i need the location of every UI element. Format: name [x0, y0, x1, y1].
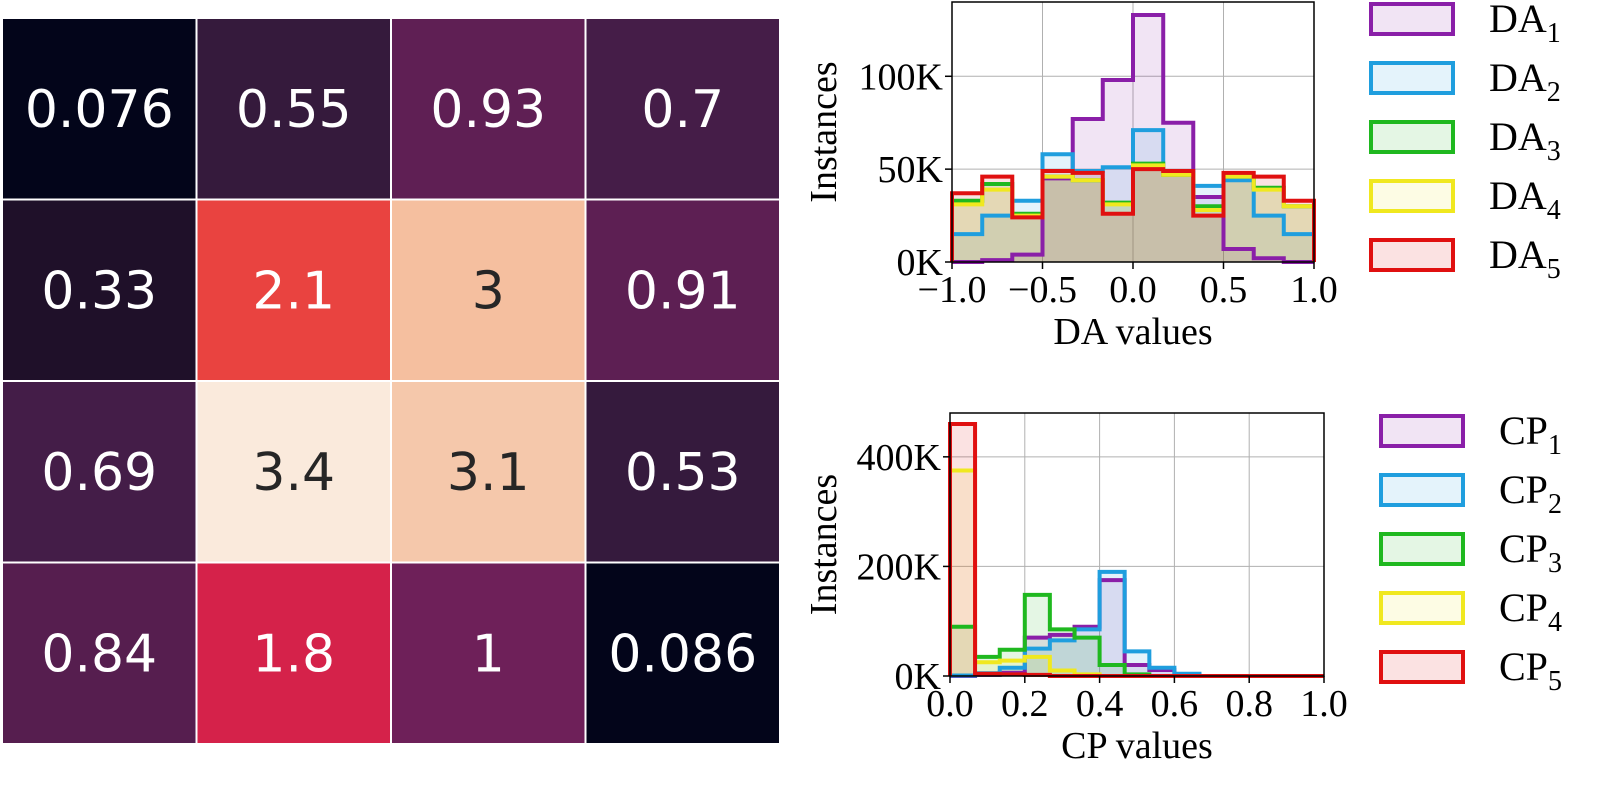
- legend-label: DA1: [1489, 0, 1561, 49]
- histogram-step-da5: [950, 167, 1316, 262]
- y-tick-label: 100K: [859, 56, 944, 98]
- heatmap-cell-label: 1: [472, 624, 505, 684]
- histogram-fill-cp4: [950, 470, 1324, 676]
- histogram-fill-cp1: [950, 580, 1324, 676]
- legend-swatch: [1369, 2, 1455, 36]
- histogram-step-cp4: [948, 468, 1324, 678]
- heatmap-cell-label: 0.91: [625, 261, 741, 321]
- histogram-step-cp5: [948, 421, 1324, 678]
- legend-label: CP1: [1499, 408, 1562, 461]
- x-tick-label: 0.2: [1001, 683, 1049, 725]
- heatmap-cell: [1, 198, 198, 382]
- heatmap-cell: [584, 380, 781, 564]
- cp-xlabel: CP values: [1061, 725, 1213, 767]
- heatmap-cell: [1, 17, 198, 201]
- da-bars: [950, 13, 1316, 264]
- y-tick-label: 200K: [857, 546, 942, 588]
- da-ticks: −1.0 −0.5 0.0 0.5 1.0 0K 50K 100K: [859, 56, 1338, 311]
- heatmap-cell: [195, 198, 392, 382]
- heatmap-cell-label: 0.53: [625, 443, 741, 503]
- x-tick-label: 0.6: [1151, 683, 1199, 725]
- y-tick-label: 0K: [895, 656, 942, 698]
- legend-label: CP2: [1499, 467, 1562, 520]
- cp-axes-frame: [949, 412, 1325, 677]
- heatmap-cell-label: 0.69: [41, 443, 157, 503]
- x-tick-label: 1.0: [1290, 269, 1338, 311]
- histogram-fill-cp5: [950, 423, 1324, 676]
- legend-swatch: [1379, 473, 1465, 507]
- legend-swatch: [1379, 414, 1465, 448]
- x-tick-label: 0.0: [1109, 269, 1157, 311]
- legend-swatch: [1369, 179, 1455, 213]
- heatmap-cell-label: 1.8: [252, 624, 335, 684]
- legend-swatch: [1379, 532, 1465, 566]
- x-tick-label: 0.4: [1076, 683, 1124, 725]
- x-tick-label: 1.0: [1300, 683, 1348, 725]
- heatmap-cell: [195, 380, 392, 564]
- heatmap-cell-label: 2.1: [252, 261, 335, 321]
- heatmap-cell-label: 3: [472, 261, 505, 321]
- heatmap-cell-label: 0.84: [41, 624, 157, 684]
- heatmap-cell: [584, 561, 781, 745]
- cp-histogram: 0.0 0.2 0.4 0.6 0.8 1.0 0K 200K 400K CP values I…: [803, 408, 1562, 767]
- heatmap: 0.076 0.55 0.93 0.7 0.33 2.1 3 0.91 0.69 3.4 3.1 0.…: [1, 17, 781, 745]
- legend-swatch: [1369, 120, 1455, 154]
- x-tick-label: −1.0: [918, 269, 987, 311]
- legend-swatch: [1369, 238, 1455, 272]
- da-legend: DA1 DA2 DA3 DA4 DA5: [1369, 0, 1561, 285]
- heatmap-cell: [390, 561, 587, 745]
- x-tick-label: 0.5: [1200, 269, 1248, 311]
- heatmap-cell-label: 0.086: [608, 624, 757, 684]
- cp-ylabel: Instances: [803, 474, 845, 615]
- heatmap-cell-label: 0.33: [41, 261, 157, 321]
- y-tick-label: 0K: [897, 242, 944, 284]
- cp-ticks: 0.0 0.2 0.4 0.6 0.8 1.0 0K 200K 400K: [857, 437, 1348, 725]
- legend-label: DA3: [1489, 114, 1561, 167]
- cp-bars: [948, 421, 1324, 678]
- heatmap-cell: [195, 561, 392, 745]
- heatmap-cell: [584, 17, 781, 201]
- heatmap-cell: [584, 198, 781, 382]
- y-tick-label: 400K: [857, 437, 942, 479]
- heatmap-cell: [1, 561, 198, 745]
- y-tick-label: 50K: [878, 149, 944, 191]
- legend-swatch: [1379, 650, 1465, 684]
- legend-label: DA4: [1489, 173, 1561, 226]
- heatmap-cell-label: 0.55: [236, 80, 352, 140]
- da-ylabel: Instances: [803, 61, 845, 202]
- heatmap-cell: [390, 17, 587, 201]
- legend-label: CP5: [1499, 644, 1562, 697]
- legend-swatch: [1379, 591, 1465, 625]
- legend-swatch: [1369, 61, 1455, 95]
- da-histogram: −1.0 −0.5 0.0 0.5 1.0 0K 50K 100K DA values Ins…: [803, 0, 1561, 353]
- heatmap-cell-label: 0.076: [25, 80, 174, 140]
- histogram-step-da1: [952, 13, 1314, 264]
- da-xlabel: DA values: [1053, 311, 1212, 353]
- heatmap-cell-label: 3.1: [447, 443, 530, 503]
- legend-label: CP3: [1499, 526, 1562, 579]
- legend-label: DA5: [1489, 232, 1561, 285]
- cp-legend: CP1 CP2 CP3 CP4 CP5: [1379, 408, 1562, 697]
- x-tick-label: 0.0: [926, 683, 974, 725]
- legend-label: DA2: [1489, 55, 1561, 108]
- cp-grid: [949, 413, 1325, 677]
- heatmap-cell-label: 0.7: [641, 80, 724, 140]
- legend-label: CP4: [1499, 585, 1562, 638]
- x-tick-label: 0.8: [1225, 683, 1273, 725]
- x-tick-label: −0.5: [1008, 269, 1077, 311]
- heatmap-cell-label: 0.93: [430, 80, 546, 140]
- heatmap-cell: [195, 17, 392, 201]
- heatmap-cell-label: 3.4: [252, 443, 335, 503]
